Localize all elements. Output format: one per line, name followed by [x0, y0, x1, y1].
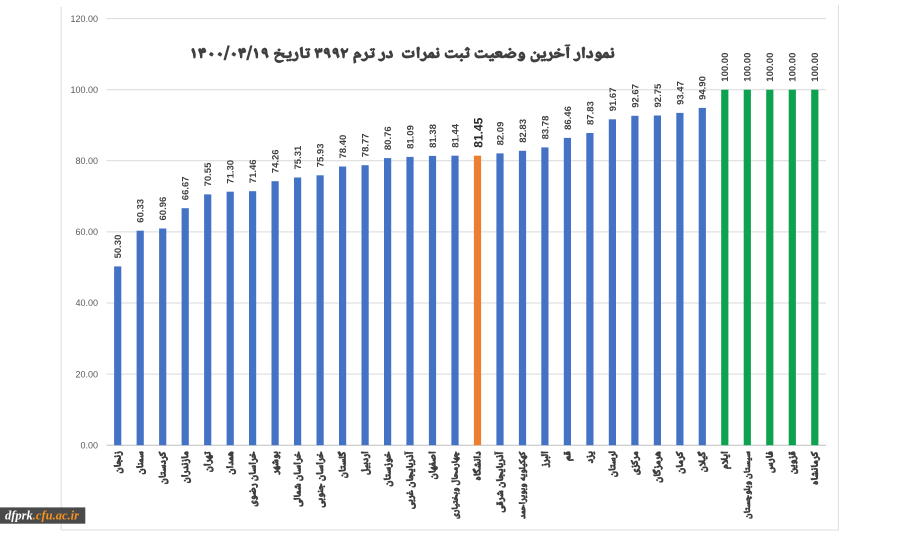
svg-text:80.76: 80.76	[383, 126, 394, 150]
svg-text:91.67: 91.67	[608, 88, 619, 112]
svg-text:20.00: 20.00	[75, 369, 98, 379]
svg-text:92.75: 92.75	[653, 83, 664, 107]
svg-text:81.45: 81.45	[472, 117, 486, 147]
svg-text:87.83: 87.83	[585, 101, 596, 125]
svg-text:81.38: 81.38	[428, 124, 439, 148]
svg-text:75.93: 75.93	[316, 144, 327, 168]
svg-text:100.00: 100.00	[765, 53, 776, 82]
svg-text:66.67: 66.67	[181, 176, 192, 200]
svg-text:dfprk.cfu.ac.ir: dfprk.cfu.ac.ir	[5, 509, 79, 523]
svg-text:80.00: 80.00	[75, 156, 98, 166]
svg-text:71.46: 71.46	[248, 159, 259, 183]
svg-text:93.47: 93.47	[675, 81, 686, 105]
svg-text:83.78: 83.78	[540, 116, 551, 140]
svg-text:74.26: 74.26	[271, 149, 282, 173]
svg-text:78.40: 78.40	[338, 135, 349, 159]
svg-text:94.90: 94.90	[698, 76, 709, 100]
svg-text:40.00: 40.00	[75, 298, 98, 308]
svg-text:60.00: 60.00	[75, 227, 98, 237]
svg-text:86.46: 86.46	[563, 106, 574, 130]
svg-text:100.00: 100.00	[743, 53, 754, 82]
svg-text:78.77: 78.77	[361, 133, 372, 157]
svg-text:60.33: 60.33	[136, 199, 147, 223]
svg-text:120.00: 120.00	[70, 14, 98, 24]
svg-text:100.00: 100.00	[810, 53, 821, 82]
svg-text:81.09: 81.09	[405, 125, 416, 149]
svg-text:82.83: 82.83	[518, 119, 529, 143]
svg-text:70.55: 70.55	[203, 162, 214, 186]
svg-text:92.67: 92.67	[630, 84, 641, 108]
svg-text:50.30: 50.30	[113, 235, 124, 259]
svg-text:100.00: 100.00	[720, 53, 731, 82]
svg-text:100.00: 100.00	[70, 85, 98, 95]
svg-text:71.30: 71.30	[226, 160, 237, 184]
svg-text:0.00: 0.00	[80, 440, 98, 450]
svg-text:60.96: 60.96	[158, 197, 169, 221]
svg-text:75.31: 75.31	[293, 145, 304, 169]
svg-text:81.44: 81.44	[450, 123, 461, 147]
svg-text:82.09: 82.09	[495, 122, 506, 146]
svg-text:100.00: 100.00	[788, 53, 799, 82]
